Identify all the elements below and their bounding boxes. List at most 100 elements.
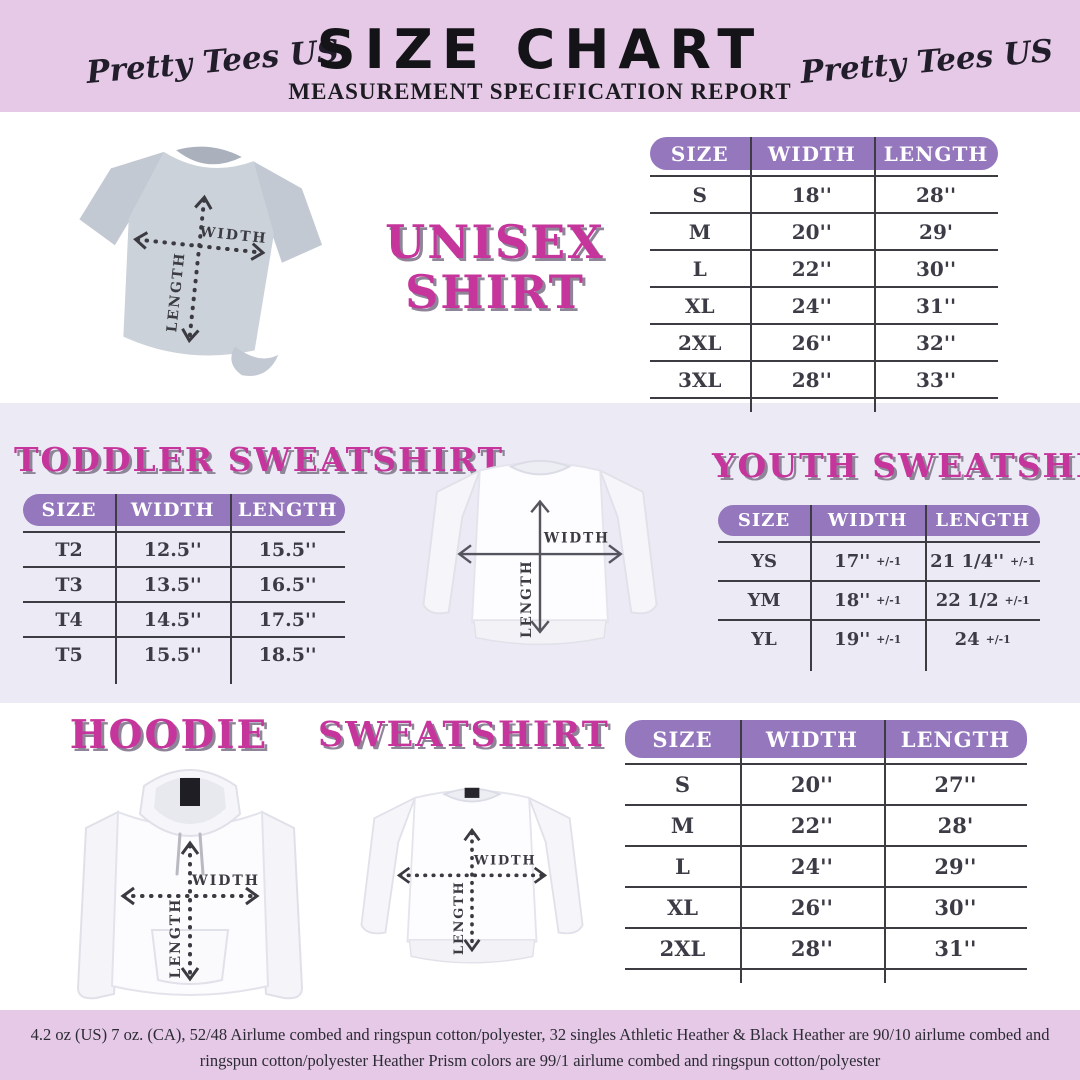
table-cell: 17.5'' [258, 608, 317, 631]
table-cell: 22'' [791, 256, 832, 281]
page-title: SIZE CHART [316, 18, 764, 81]
column-header: SIZE [670, 141, 729, 166]
table-cell: YL [751, 629, 777, 650]
table-row: T2 12.5'' 15.5'' [23, 531, 345, 566]
length-arrow [180, 840, 200, 982]
tolerance-label: +/-1 [876, 633, 902, 646]
table-cell: XL [684, 293, 715, 318]
toddler-sweatshirt-title: TODDLER SWEATSHIRT [14, 440, 505, 479]
table-cell: 24'' [790, 854, 833, 879]
table-row: T3 13.5'' 16.5'' [23, 566, 345, 601]
table-cell: 28'' [790, 936, 833, 961]
column-header: WIDTH [827, 510, 908, 531]
tshirt-knot [231, 346, 279, 376]
table-row: 2XL 28'' 31'' [625, 927, 1027, 970]
table-cell: 2XL [678, 330, 722, 355]
table-cell: 28' [937, 813, 974, 838]
table-row: S 18'' 28'' [650, 175, 998, 212]
table-header-row: SIZE WIDTH LENGTH [718, 505, 1040, 536]
table-header-row: SIZE WIDTH LENGTH [625, 720, 1027, 758]
table-cell: S [674, 772, 691, 797]
column-header: WIDTH [765, 726, 858, 752]
sweatshirt-tag [464, 787, 480, 798]
table-cell: 22 1/2 +/-1 [935, 590, 1030, 611]
tolerance-label: +/-1 [1010, 555, 1036, 568]
table-row: 3XL 28'' 33'' [650, 360, 998, 399]
tshirt-image: WIDTH LENGTH [48, 118, 348, 398]
width-arrow [120, 886, 260, 906]
column-header: SIZE [41, 499, 97, 521]
table-cell: XL [666, 895, 699, 920]
hoodie-pocket [150, 929, 230, 985]
hoodie-image: WIDTH LENGTH [40, 748, 340, 1010]
table-row: YS 17'' +/-1 21 1/4'' +/-1 [718, 541, 1040, 580]
hoodie-title: HOODIE [69, 712, 269, 758]
table-cell: 31'' [915, 293, 957, 318]
sweatshirt-title: SWEATSHIRT [318, 714, 610, 755]
fabric-description: 4.2 oz (US) 7 oz. (CA), 52/48 Airlume co… [0, 1022, 1080, 1075]
table-cell: 3XL [678, 367, 722, 392]
table-row: M 20'' 29' [650, 212, 998, 249]
table-cell: 2XL [659, 936, 706, 961]
width-arrow-label: WIDTH [191, 873, 260, 889]
table-cell: 12.5'' [143, 538, 202, 561]
width-arrow [133, 231, 266, 261]
sweatshirt-sleeve [598, 468, 658, 615]
header-band [0, 0, 1080, 112]
table-cell: 28'' [791, 367, 832, 392]
tshirt-measurement-diagram: WIDTH LENGTH [79, 146, 323, 376]
sweatshirt-sleeve [422, 468, 482, 615]
table-cell: 29'' [934, 854, 977, 879]
unisex-shirt-title: UNISEX SHIRT [355, 217, 635, 317]
sweatshirt-measurement-diagram: WIDTH LENGTH [422, 459, 658, 646]
table-cell: 20'' [791, 219, 832, 244]
sweatshirt-image: WIDTH LENGTH [322, 750, 622, 1008]
table-cell: 30'' [915, 256, 957, 281]
table-cell: T5 [55, 643, 83, 666]
width-arrow-label: WIDTH [473, 853, 537, 868]
length-arrow [530, 499, 550, 634]
length-arrow-label: LENGTH [168, 898, 184, 979]
unisex-shirt-size-table: SIZE WIDTH LENGTH S 18'' 28'' M 20'' 29' L 22'' 30'… [650, 137, 998, 412]
table-cell: 26'' [791, 330, 832, 355]
table-row: L 22'' 30'' [650, 249, 998, 286]
width-arrow-label: WIDTH [543, 530, 610, 546]
youth-sweatshirt-title: YOUTH SWEATSHIRT [712, 446, 1080, 485]
tshirt-sleeve [79, 151, 164, 246]
table-cell: T2 [55, 538, 83, 561]
table-cell: 29' [919, 219, 954, 244]
page-subtitle: MEASUREMENT SPECIFICATION REPORT [288, 79, 792, 104]
fabric-description-line2: ringspun cotton/polyester Heather Prism … [199, 1051, 881, 1071]
table-row: L 24'' 29'' [625, 845, 1027, 886]
table-cell: YS [751, 551, 777, 572]
table-cell: 13.5'' [143, 573, 202, 596]
footer-band [0, 1010, 1080, 1080]
column-header: SIZE [737, 510, 791, 531]
table-row: T4 14.5'' 17.5'' [23, 601, 345, 636]
table-row: YM 18'' +/-1 22 1/2 +/-1 [718, 580, 1040, 619]
tshirt-collar [176, 146, 242, 165]
width-arrow [396, 866, 548, 884]
column-header: LENGTH [935, 510, 1030, 531]
table-cell: L [675, 854, 690, 879]
hoodie-measurement-diagram: WIDTH LENGTH [76, 769, 304, 1000]
table-cell: 33'' [915, 367, 957, 392]
tolerance-label: +/-1 [876, 594, 902, 607]
table-cell: T4 [55, 608, 83, 631]
table-row: YL 19'' +/-1 24 +/-1 [718, 619, 1040, 658]
table-cell: 24'' [791, 293, 832, 318]
table-cell: 19'' +/-1 [834, 629, 902, 650]
width-arrow [457, 544, 623, 564]
youth-sweatshirt-image: WIDTH LENGTH [390, 420, 690, 692]
hoodie-sweatshirt-size-table: SIZE WIDTH LENGTH S 20'' 27'' M 22'' 28' L 24'' 29'… [625, 720, 1027, 983]
column-header: LENGTH [900, 726, 1011, 752]
column-header: WIDTH [130, 499, 215, 521]
tolerance-label: +/-1 [985, 633, 1011, 646]
table-cell: 24 +/-1 [954, 629, 1011, 650]
table-cell: 17'' +/-1 [834, 551, 902, 572]
fabric-description-line1: 4.2 oz (US) 7 oz. (CA), 52/48 Airlume co… [30, 1025, 1050, 1044]
table-cell: 30'' [934, 895, 977, 920]
table-cell: 26'' [790, 895, 833, 920]
hoodie-drawstrings [175, 832, 205, 876]
